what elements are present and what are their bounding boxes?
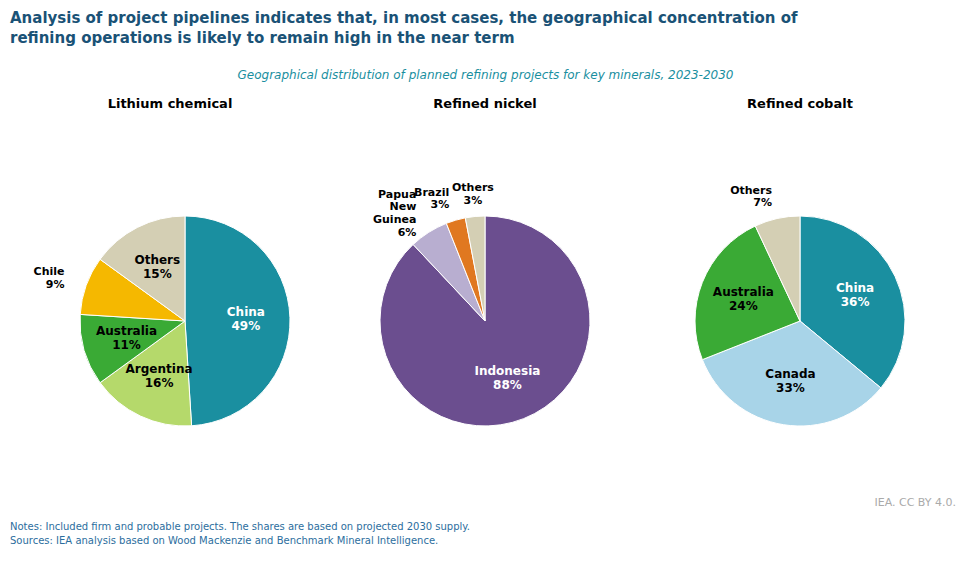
html-text:refining operations is likely: refining operations is likely to remain … — [10, 29, 515, 47]
html-text:IEA. CC BY 4.0.: IEA. CC BY 4.0. — [874, 496, 956, 509]
svg-text:China49%: China49% — [227, 305, 265, 333]
svg-text:PapuaNewGuinea6%: PapuaNewGuinea6% — [373, 188, 416, 239]
html-text:Lithium chemical: Lithium chemical — [107, 96, 233, 111]
svg-text:Others7%: Others7% — [730, 184, 772, 210]
html-text:Refined nickel: Refined nickel — [433, 96, 537, 111]
html-text:Geographical distribution of p: Geographical distribution of planned ref… — [237, 68, 734, 82]
html-text:Notes: Included firm and proba: Notes: Included firm and probable projec… — [10, 521, 470, 532]
svg-text:Australia11%: Australia11% — [96, 324, 157, 352]
svg-text:China36%: China36% — [836, 281, 874, 309]
svg-text:Others15%: Others15% — [135, 253, 181, 281]
svg-text:Argentina16%: Argentina16% — [126, 362, 193, 390]
svg-text:Australia24%: Australia24% — [713, 285, 774, 313]
html-text:Sources: IEA analysis based on: Sources: IEA analysis based on Wood Mack… — [10, 535, 439, 546]
svg-text:Canada33%: Canada33% — [765, 367, 815, 395]
svg-text:Chile9%: Chile9% — [34, 265, 65, 291]
svg-text:Indonesia88%: Indonesia88% — [474, 364, 540, 392]
svg-text:Others3%: Others3% — [452, 181, 494, 207]
html-text:Analysis of project pipelines: Analysis of project pipelines indicates … — [10, 9, 798, 27]
html-text:Refined cobalt: Refined cobalt — [747, 96, 853, 111]
svg-text:Brazil3%: Brazil3% — [414, 186, 449, 212]
